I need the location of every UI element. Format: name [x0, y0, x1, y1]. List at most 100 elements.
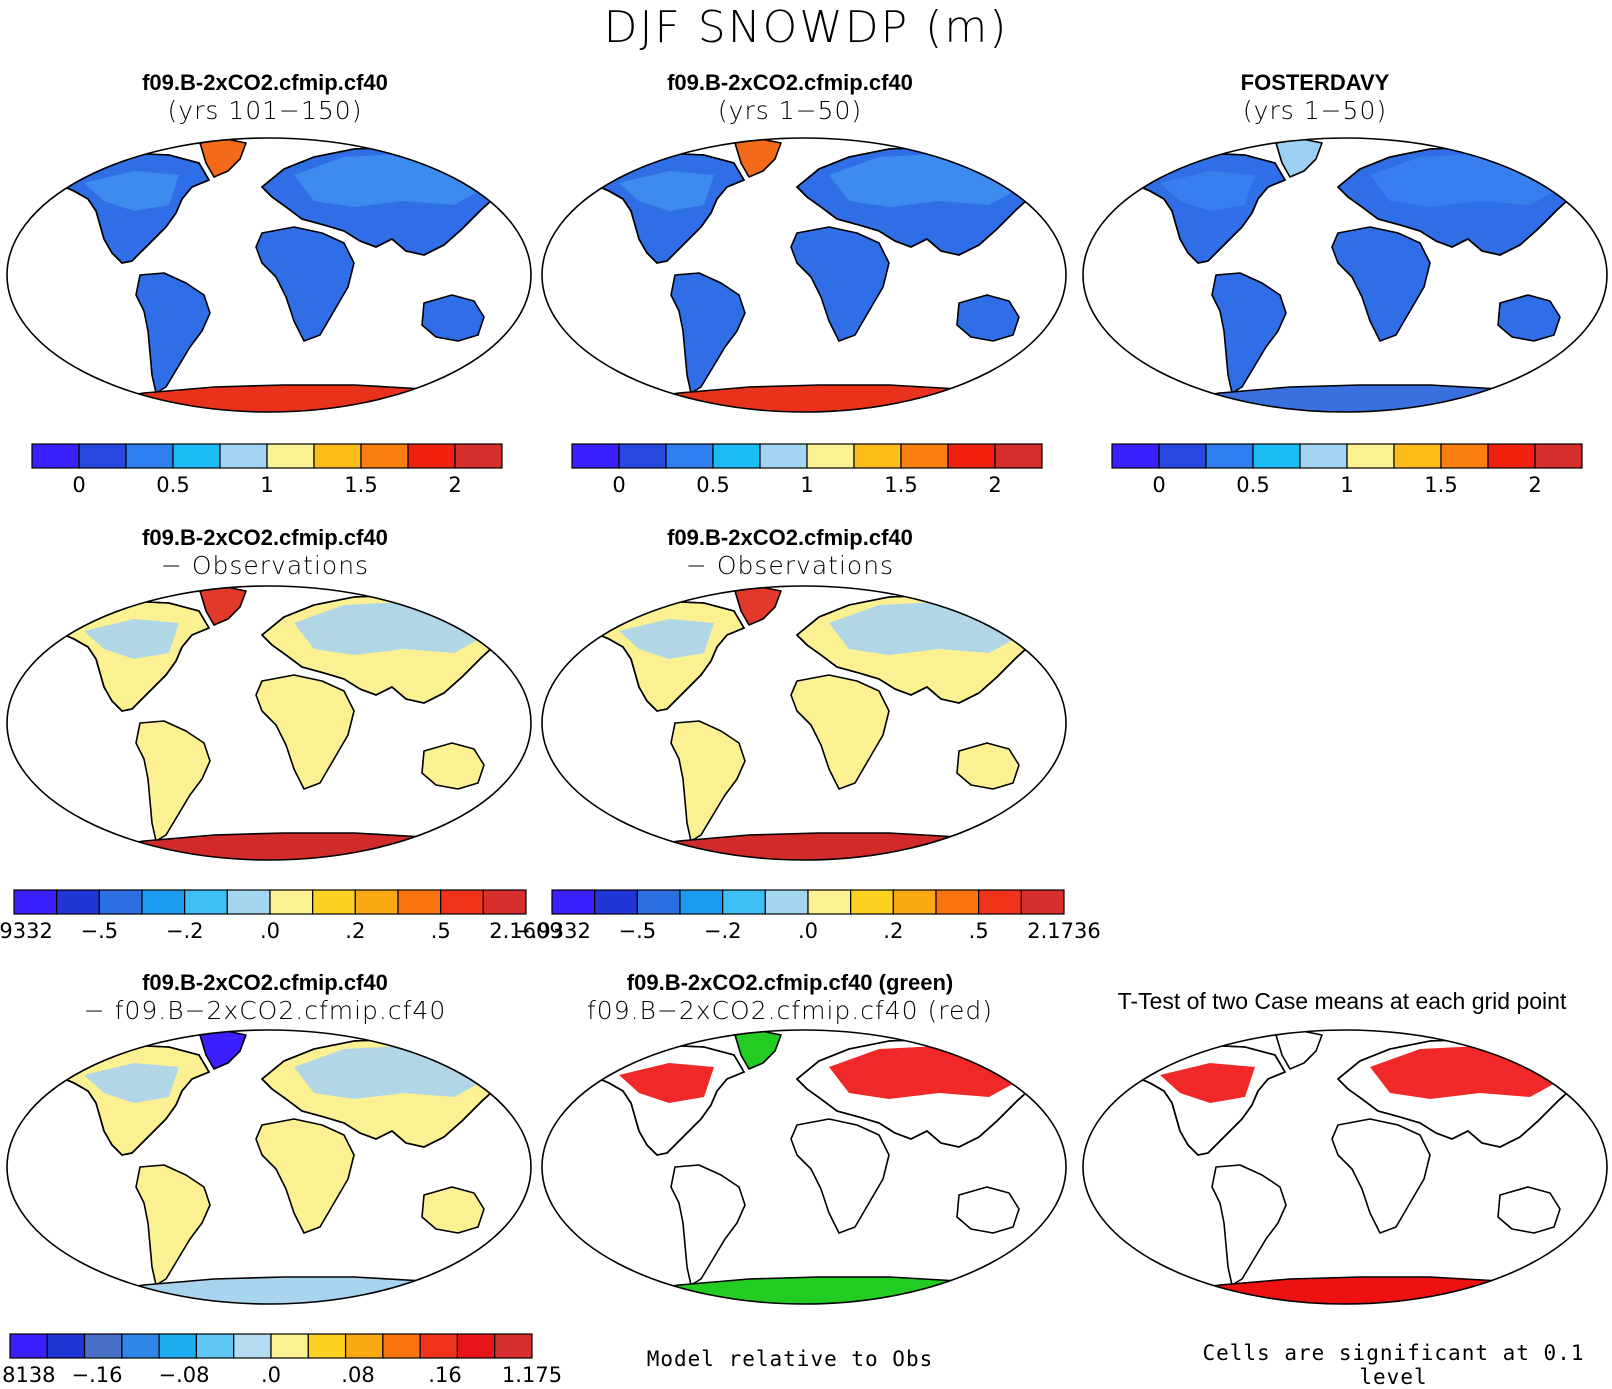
land-australia — [956, 294, 1020, 342]
land-south-america — [135, 720, 211, 842]
land-south-america — [670, 272, 746, 394]
map-panel-3 — [1082, 137, 1608, 413]
land-south-america — [135, 272, 211, 394]
colorbar-panel-2: 0 0.5 1 1.5 2 — [571, 443, 1043, 497]
panel-5-title: f09.B-2xCO2.cfmip.cf40 − Observations — [565, 525, 1015, 581]
panel-8-title: T-Test of two Case means at each grid po… — [1072, 988, 1612, 1016]
colorbar-swatch — [233, 1333, 272, 1359]
panel-7-title: f09.B-2xCO2.cfmip.cf40 (green) f09.B−2xC… — [555, 970, 1025, 1026]
colorbar-panel-1: 0 0.5 1 1.5 2 — [31, 443, 503, 497]
coastline-north-america — [42, 152, 211, 264]
colorbar-tick-label: 2.1736 — [1027, 919, 1100, 943]
colorbar-tick-label: 0.5 — [696, 473, 729, 497]
colorbar-tick-label: .0 — [261, 1363, 281, 1387]
colorbar-tick-label: 2 — [1528, 473, 1541, 497]
colorbar-swatch — [440, 889, 484, 915]
map-frame — [6, 1029, 532, 1305]
map-panel-6 — [6, 1029, 532, 1305]
colorbar-swatch — [270, 1333, 309, 1359]
colorbar-swatch — [665, 443, 714, 469]
coastline-north-america — [577, 600, 746, 712]
colorbar-swatch — [344, 1333, 384, 1359]
colorbar-tick-label: 2.1609 — [489, 919, 562, 943]
colorbar-panel-5: −.9332 −.5 −.2 .0 .2 .5 2.1736 — [513, 889, 1101, 943]
land-australia — [421, 1186, 485, 1234]
coastline-north-america — [42, 600, 211, 712]
panel-3-title: FOSTERDAVY (yrs 1−50) — [1090, 70, 1540, 126]
panel-4-title: f09.B-2xCO2.cfmip.cf40 − Observations — [40, 525, 490, 581]
colorbar-swatch — [1020, 889, 1065, 915]
colorbar-tick-label: .5 — [431, 919, 451, 943]
colorbar-tick-label: .08 — [341, 1363, 374, 1387]
colorbar-swatch — [158, 1333, 198, 1359]
map-panel-7 — [541, 1029, 1067, 1305]
panel-1-title: f09.B-2xCO2.cfmip.cf40 (yrs 101−150) — [40, 70, 490, 126]
map-frame — [541, 1029, 1067, 1305]
land-south-america — [670, 720, 746, 842]
snow-cover-overlay — [84, 601, 494, 659]
colorbar-swatch — [807, 889, 852, 915]
panel-8-title-line1: T-Test of two Case means at each grid po… — [1117, 988, 1567, 1014]
land-africa — [1331, 1118, 1431, 1234]
land-australia — [1497, 294, 1561, 342]
colorbar-swatch — [618, 443, 667, 469]
map-panel-8 — [1082, 1029, 1608, 1305]
panel-2-title-line1: f09.B-2xCO2.cfmip.cf40 — [667, 70, 913, 95]
colorbar-swatch — [1487, 443, 1536, 469]
coastline-north-america — [42, 1044, 211, 1156]
panel-6-title: f09.B-2xCO2.cfmip.cf40 − f09.B−2xCO2.cfm… — [30, 970, 500, 1026]
colorbar-swatch — [354, 889, 399, 915]
colorbar-swatch — [571, 443, 620, 469]
colorbar-swatch — [978, 889, 1022, 915]
colorbar-tick-label: −.9332 — [0, 919, 53, 943]
colorbar-swatch — [307, 1333, 347, 1359]
colorbar-swatch — [56, 889, 100, 915]
snow-cover-overlay — [619, 153, 1029, 211]
map-panel-5 — [541, 585, 1067, 861]
land-australia — [421, 294, 485, 342]
coastline-north-america — [1118, 1044, 1287, 1156]
colorbar-swatch — [1111, 443, 1160, 469]
panel-6-title-line1: f09.B-2xCO2.cfmip.cf40 — [142, 970, 388, 995]
colorbar-swatch — [454, 443, 503, 469]
colorbar-swatch — [712, 443, 761, 469]
colorbar-swatch — [13, 889, 58, 915]
map-frame — [541, 137, 1067, 413]
colorbar-swatch — [266, 443, 315, 469]
colorbar-tick-label: .0 — [798, 919, 818, 943]
colorbar-tick-label: −.5 — [619, 919, 657, 943]
colorbar-swatch — [219, 443, 268, 469]
colorbar-swatch — [125, 443, 174, 469]
panel-3-title-line1: FOSTERDAVY — [1240, 70, 1390, 95]
colorbar-swatch — [722, 889, 766, 915]
land-africa — [790, 1118, 890, 1234]
colorbar-swatch — [494, 1333, 533, 1359]
colorbar-tick-label: 1 — [260, 473, 273, 497]
colorbar-tick-label: −1.8138 — [0, 1363, 56, 1387]
colorbar-tick-label: −.08 — [159, 1363, 210, 1387]
panel-2-title: f09.B-2xCO2.cfmip.cf40 (yrs 1−50) — [565, 70, 1015, 126]
compare-note: Model relative to Obs — [646, 1347, 934, 1371]
panel-3-title-line2: (yrs 1−50) — [1242, 96, 1388, 126]
panel-5-title-line1: f09.B-2xCO2.cfmip.cf40 — [667, 525, 913, 550]
colorbar-panel-4: −.9332 −.5 −.2 .0 .2 .5 2.1609 — [0, 889, 563, 943]
colorbar-swatch — [121, 1333, 160, 1359]
land-africa — [255, 226, 355, 342]
colorbar-tick-label: 2 — [448, 473, 461, 497]
colorbar-tick-label: 1.5 — [1424, 473, 1457, 497]
land-africa — [790, 226, 890, 342]
colorbar-swatch — [1252, 443, 1301, 469]
colorbar-tick-label: .0 — [260, 919, 280, 943]
panel-6-title-line2: − f09.B−2xCO2.cfmip.cf40 — [83, 996, 447, 1026]
snow-cover-overlay — [619, 601, 1029, 659]
colorbar-swatch — [226, 889, 271, 915]
snow-cover-overlay — [84, 153, 494, 211]
colorbar-swatch — [1534, 443, 1583, 469]
colorbar-swatch — [172, 443, 221, 469]
panel-7-title-line2: f09.B−2xCO2.cfmip.cf40 (red) — [586, 996, 993, 1026]
colorbar-swatch — [83, 1333, 123, 1359]
colorbar-swatch — [312, 889, 356, 915]
colorbar-tick-label: 0 — [612, 473, 625, 497]
land-australia — [956, 1186, 1020, 1234]
colorbar-swatch — [419, 1333, 459, 1359]
